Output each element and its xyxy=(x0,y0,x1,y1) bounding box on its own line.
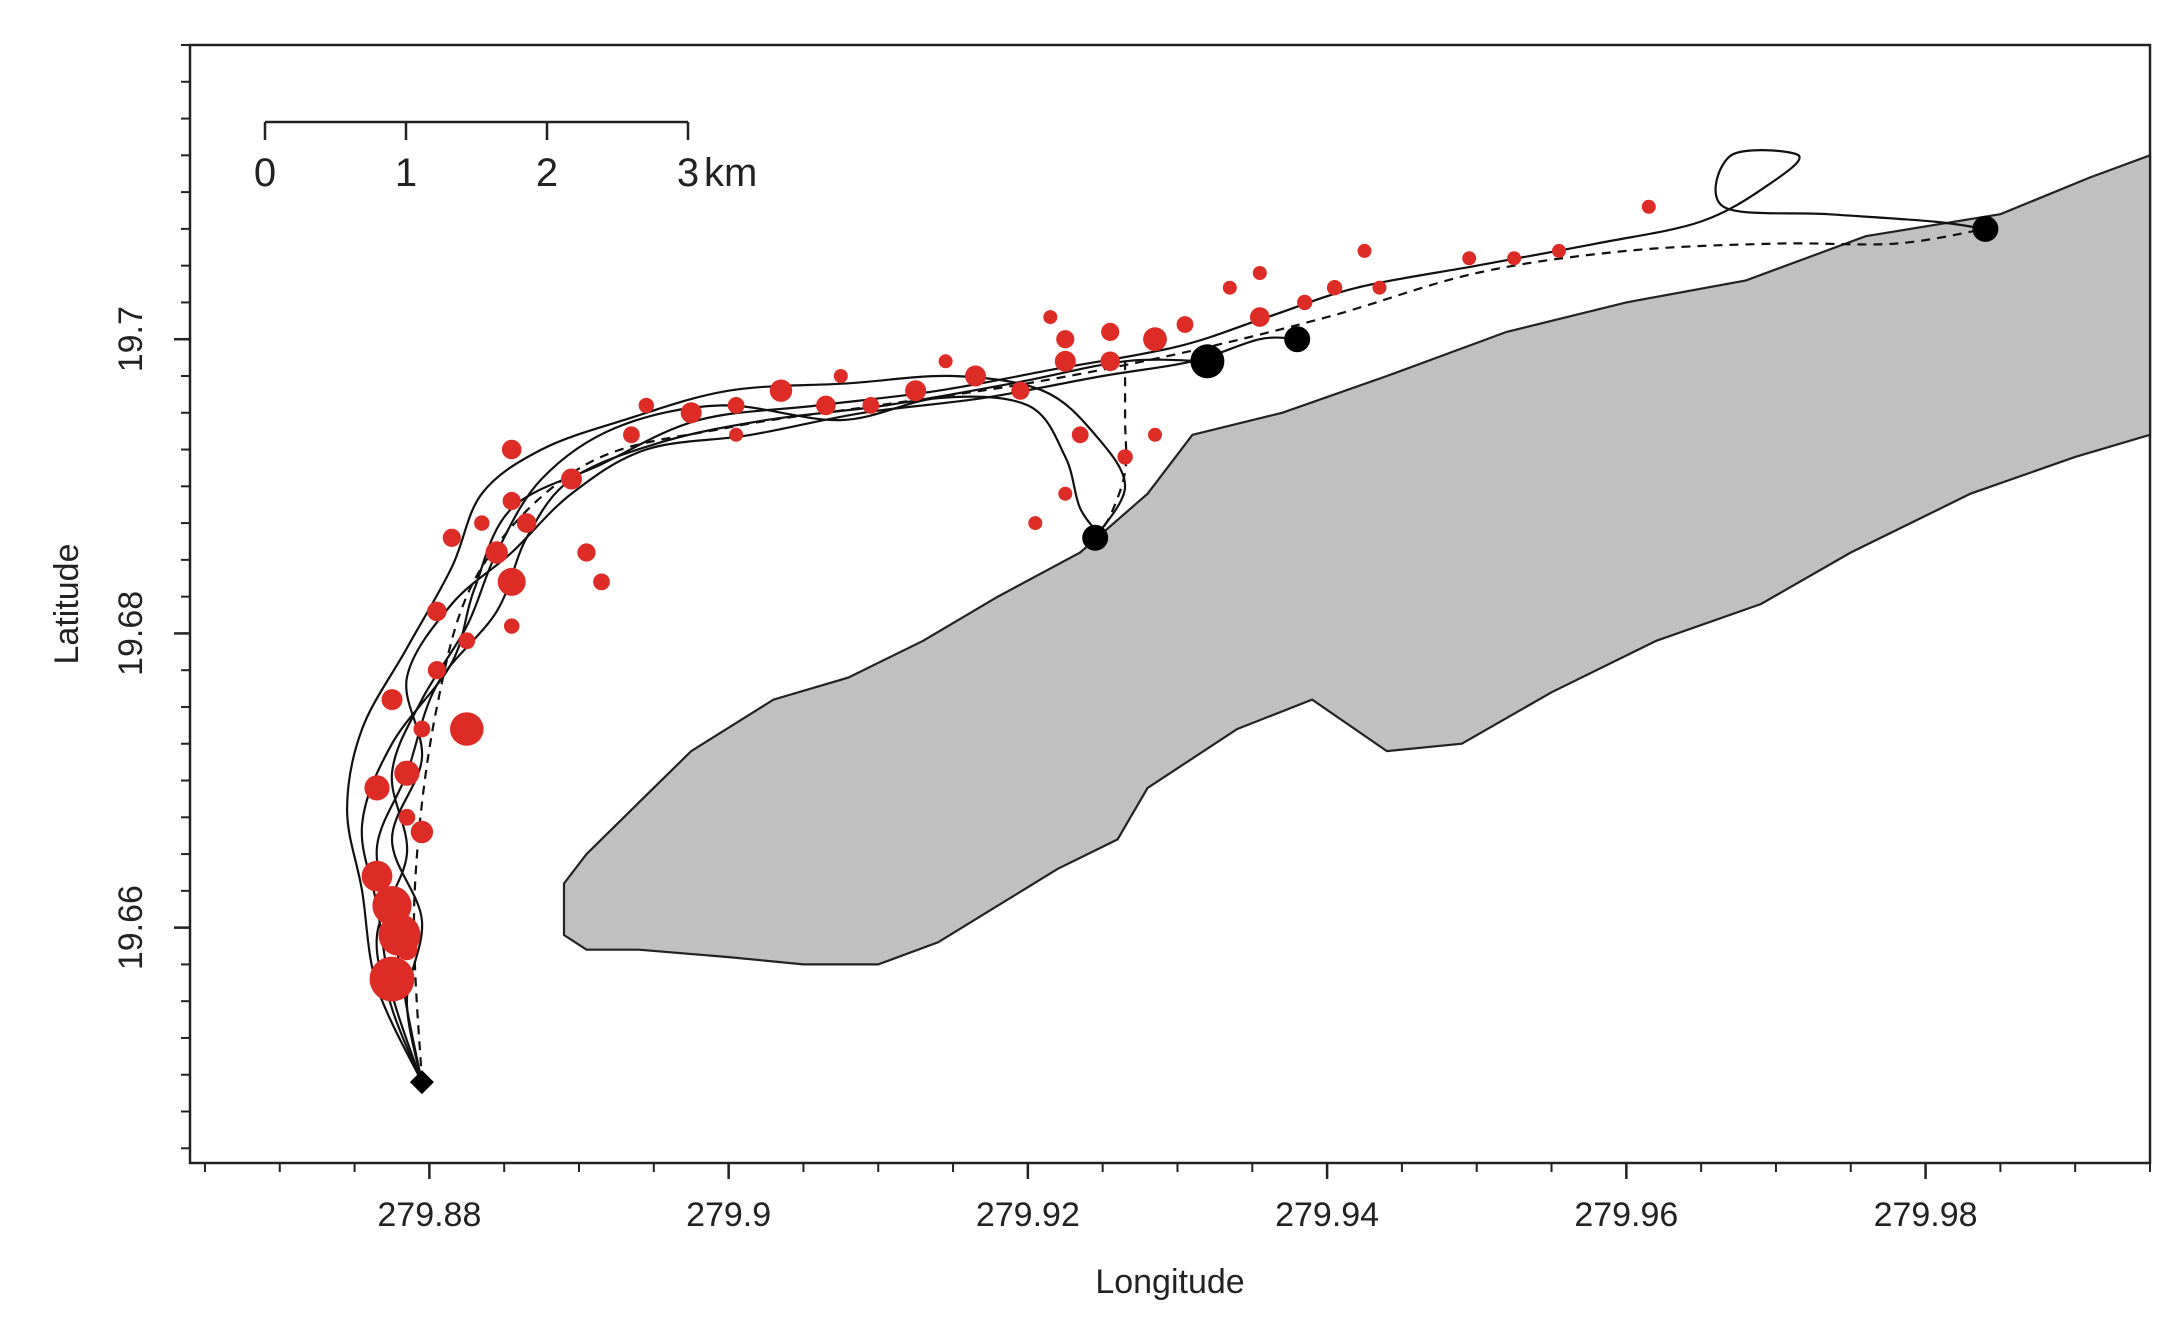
track-line-5 xyxy=(375,395,1104,1083)
foraging-point-27 xyxy=(965,365,986,387)
foraging-point-14 xyxy=(485,541,508,564)
foraging-point-15 xyxy=(442,528,461,547)
y-axis: 19.66 19.68 19.7 xyxy=(112,44,190,1150)
foraging-point-layer xyxy=(361,199,1656,1002)
x-axis-title: Longitude xyxy=(1095,1263,1244,1301)
foraging-point-62 xyxy=(398,808,416,826)
foraging-point-43 xyxy=(1357,243,1372,258)
foraging-point-22 xyxy=(727,397,745,414)
foraging-point-42 xyxy=(1641,199,1656,214)
land-layer xyxy=(562,153,2152,966)
track-line-4 xyxy=(390,336,1298,1083)
foraging-point-16 xyxy=(516,513,537,533)
y-tick-label: 19.66 xyxy=(112,885,150,970)
foraging-point-20 xyxy=(623,426,640,444)
endpoint-1 xyxy=(1972,215,1999,242)
endpoint-layer xyxy=(409,215,1999,1095)
foraging-point-51 xyxy=(638,397,654,414)
scale-bar-label: 3 xyxy=(677,151,699,195)
foraging-point-33 xyxy=(1056,330,1075,349)
foraging-point-9 xyxy=(381,689,403,711)
y-tick-label: 19.7 xyxy=(112,306,150,372)
foraging-point-21 xyxy=(680,402,702,424)
foraging-point-34 xyxy=(1176,316,1194,333)
x-axis: 279.88 279.9 279.92 279.94 279.96 279.98 xyxy=(203,1163,2151,1234)
foraging-point-5 xyxy=(410,820,434,844)
foraging-point-40 xyxy=(1507,251,1522,266)
foraging-point-11 xyxy=(458,632,476,650)
foraging-point-29 xyxy=(1054,350,1076,372)
y-axis-title: Latitude xyxy=(48,544,86,665)
foraging-point-8 xyxy=(450,712,484,746)
foraging-point-61 xyxy=(413,720,431,738)
foraging-point-38 xyxy=(1372,280,1387,295)
scale-bar: 0 1 2 3 km xyxy=(254,120,757,195)
foraging-point-59 xyxy=(474,515,490,531)
track-line-1 xyxy=(360,149,1986,1083)
foraging-point-12 xyxy=(427,601,447,622)
x-tick-label: 279.92 xyxy=(976,1196,1080,1234)
foraging-point-58 xyxy=(504,441,520,458)
foraging-point-32 xyxy=(1101,322,1120,341)
plot-frame xyxy=(188,43,2152,1165)
foraging-point-25 xyxy=(862,397,880,414)
scale-bar-unit: km xyxy=(704,151,757,195)
foraging-point-13 xyxy=(497,567,526,596)
foraging-point-35 xyxy=(1250,307,1270,327)
foraging-point-54 xyxy=(938,354,953,369)
foraging-point-23 xyxy=(769,379,793,402)
foraging-point-17 xyxy=(502,491,521,511)
foraging-point-30 xyxy=(1100,351,1120,372)
foraging-point-39 xyxy=(1462,251,1477,266)
start-marker xyxy=(409,1070,434,1095)
endpoint-4 xyxy=(1082,524,1109,551)
foraging-point-7 xyxy=(394,760,420,786)
foraging-point-36 xyxy=(1297,294,1313,311)
foraging-point-31 xyxy=(1143,327,1167,352)
track-line-6 xyxy=(412,227,1986,1083)
foraging-point-28 xyxy=(1011,381,1030,400)
foraging-point-4 xyxy=(361,860,393,892)
foraging-point-41 xyxy=(1552,243,1566,258)
foraging-point-56 xyxy=(1148,427,1162,442)
foraging-point-52 xyxy=(729,427,744,442)
x-tick-label: 279.9 xyxy=(686,1196,771,1234)
track-line-3 xyxy=(345,374,1127,1083)
foraging-point-49 xyxy=(577,543,596,562)
y-tick-label: 19.68 xyxy=(112,591,150,676)
x-tick-label: 279.98 xyxy=(1874,1196,1978,1234)
foraging-point-60 xyxy=(504,618,520,634)
scale-bar-label: 0 xyxy=(254,151,276,195)
scale-bar-label: 1 xyxy=(395,151,417,195)
x-tick-label: 279.94 xyxy=(1275,1196,1379,1234)
foraging-point-48 xyxy=(1028,516,1043,531)
track-line-7 xyxy=(1094,361,1128,539)
foraging-point-10 xyxy=(427,661,446,680)
foraging-point-18 xyxy=(561,468,582,490)
foraging-point-44 xyxy=(1252,266,1267,280)
x-tick-label: 279.96 xyxy=(1574,1196,1678,1234)
foraging-point-55 xyxy=(1043,310,1058,325)
foraging-point-1 xyxy=(369,956,415,1002)
foraging-point-26 xyxy=(905,380,927,402)
foraging-point-63 xyxy=(396,939,418,961)
foraging-point-46 xyxy=(1117,449,1133,465)
endpoint-2 xyxy=(1284,326,1311,353)
endpoint-3 xyxy=(1190,344,1225,379)
foraging-point-6 xyxy=(364,775,390,801)
foraging-point-47 xyxy=(1058,486,1073,501)
foraging-point-37 xyxy=(1326,280,1343,296)
scale-bar-label: 2 xyxy=(536,151,558,195)
foraging-point-24 xyxy=(816,395,836,416)
foraging-point-45 xyxy=(1071,426,1089,444)
x-tick-label: 279.88 xyxy=(377,1196,481,1234)
foraging-point-57 xyxy=(1222,280,1237,295)
foraging-point-3 xyxy=(372,886,412,926)
foraging-point-50 xyxy=(593,573,610,591)
land-area xyxy=(562,153,2152,966)
foraging-point-53 xyxy=(833,369,848,383)
